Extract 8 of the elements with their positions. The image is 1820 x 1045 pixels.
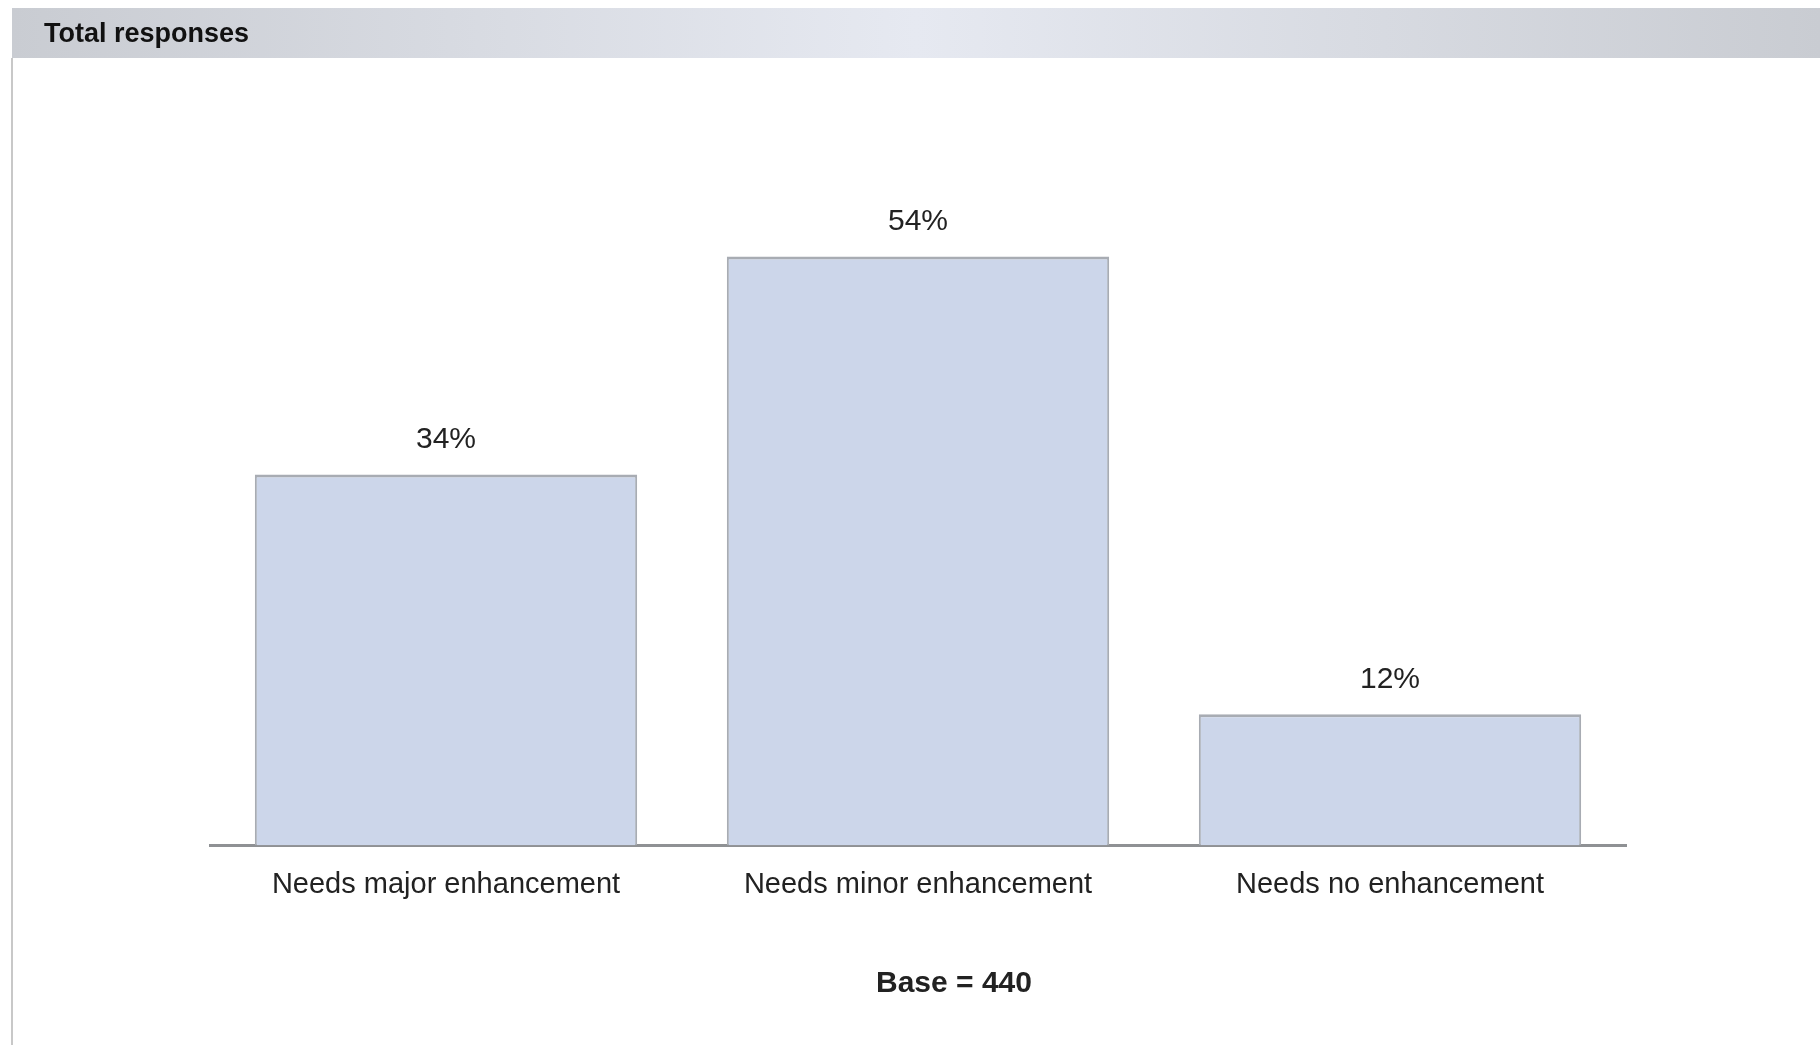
- text: Base = 440: [875, 965, 1033, 999]
- data-label: 34%: [415, 420, 477, 454]
- data-label: 12%: [1359, 660, 1421, 694]
- chart-title: Total responses: [12, 8, 1820, 58]
- x-tick-label: Needs minor enhancement: [743, 866, 1093, 899]
- x-tick-label: Needs major enhancement: [271, 866, 621, 899]
- x-tick-label: Needs no enhancement: [1236, 866, 1544, 899]
- data-label: 54%: [887, 202, 949, 236]
